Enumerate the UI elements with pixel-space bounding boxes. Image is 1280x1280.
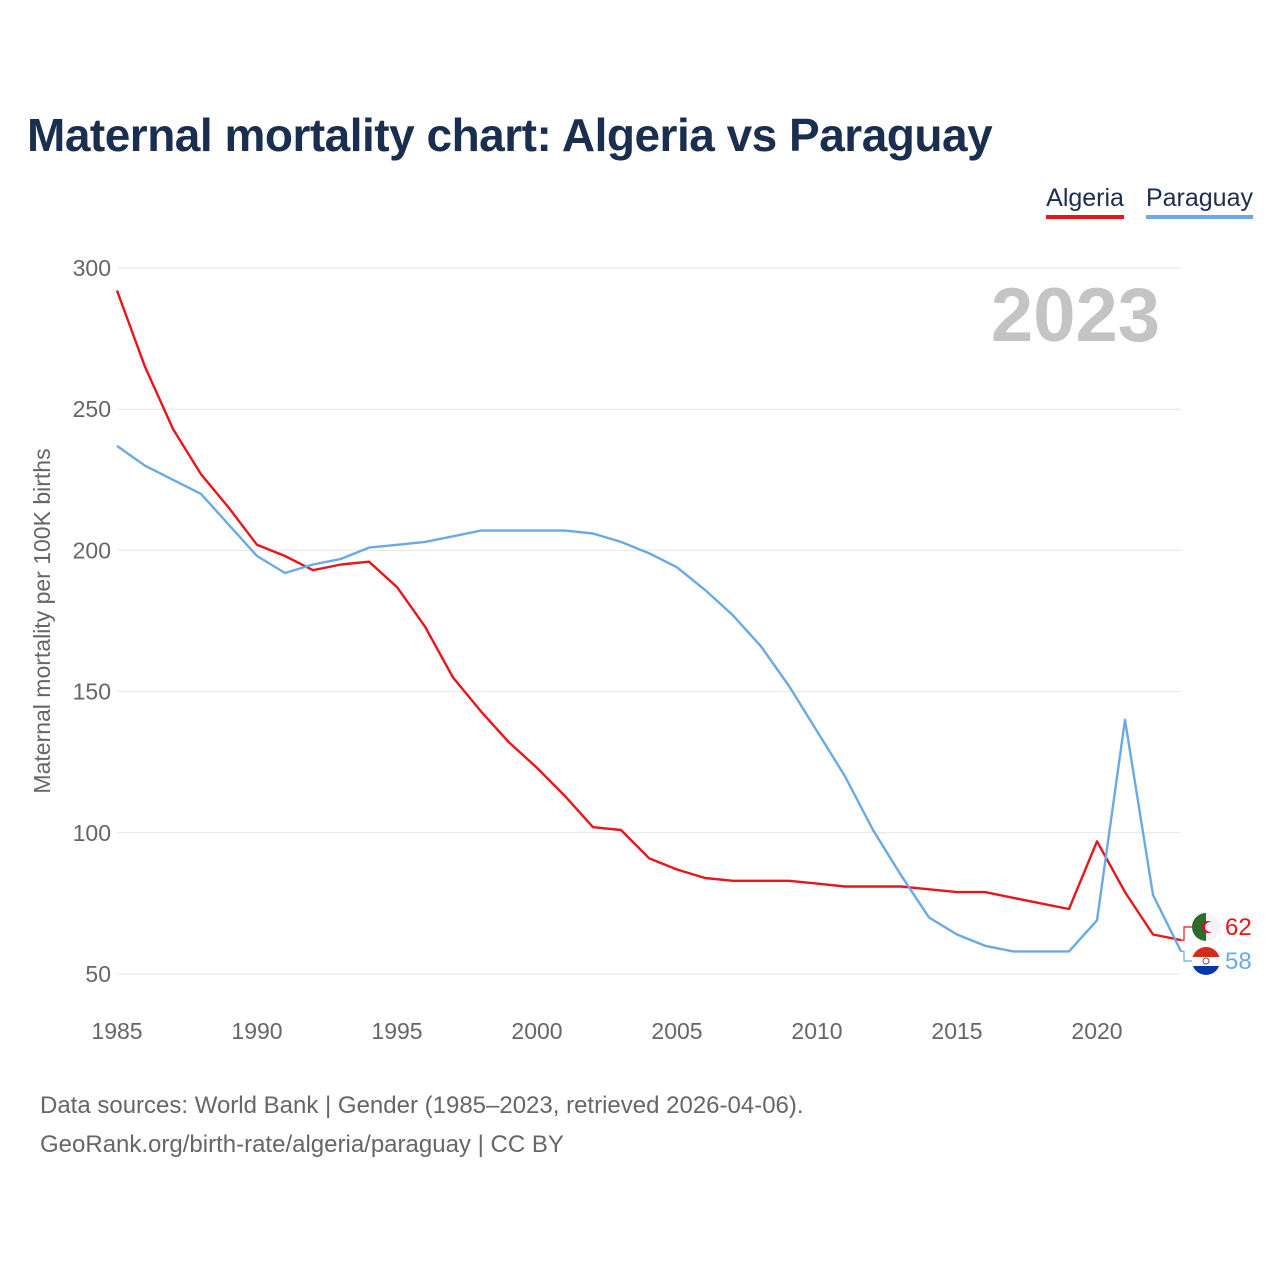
x-tick-label-1990: 1990 <box>231 1018 282 1044</box>
y-tick-label-300: 300 <box>73 255 111 281</box>
footer: Data sources: World Bank | Gender (1985–… <box>40 1086 804 1164</box>
attribution-link[interactable]: GeoRank.org/birth-rate/algeria/paraguay … <box>40 1131 564 1158</box>
y-tick-label-250: 250 <box>73 396 111 422</box>
series-line-paraguay <box>116 444 1183 953</box>
legend-item-algeria[interactable]: Algeria <box>1046 184 1124 219</box>
data-source-note: Data sources: World Bank | Gender (1985–… <box>40 1092 804 1119</box>
paraguay-flag-icon <box>1192 947 1220 975</box>
x-tick-label-2015: 2015 <box>931 1018 982 1044</box>
x-tick-label-1995: 1995 <box>371 1018 422 1044</box>
legend-item-paraguay[interactable]: Paraguay <box>1145 184 1253 219</box>
x-tick-label-1985: 1985 <box>91 1018 142 1044</box>
x-tick-label-2020: 2020 <box>1071 1018 1122 1044</box>
year-watermark: 2023 <box>991 273 1160 358</box>
connector-algeria <box>1181 926 1192 941</box>
y-axis-title: Maternal mortality per 100K births <box>29 448 55 793</box>
algeria-flag-icon <box>1192 913 1220 941</box>
x-tick-label-2000: 2000 <box>511 1018 562 1044</box>
y-tick-label-100: 100 <box>73 820 111 846</box>
chart-title: Maternal mortality chart: Algeria vs Par… <box>27 109 993 161</box>
x-tick-label-2005: 2005 <box>651 1018 702 1044</box>
y-tick-label-50: 50 <box>85 961 111 987</box>
end-value-paraguay: 58 <box>1225 948 1252 975</box>
y-tick-label-200: 200 <box>73 537 111 563</box>
legend: Algeria Paraguay <box>1046 184 1253 219</box>
y-tick-label-150: 150 <box>73 679 111 705</box>
x-tick-label-2010: 2010 <box>791 1018 842 1044</box>
line-chart: 50 100 150 200 250 300 1985 1990 1995 2000 2005 201… <box>29 255 1252 1044</box>
series-line-algeria <box>115 290 1182 942</box>
connector-paraguay <box>1181 950 1192 962</box>
end-value-algeria: 62 <box>1225 914 1252 941</box>
